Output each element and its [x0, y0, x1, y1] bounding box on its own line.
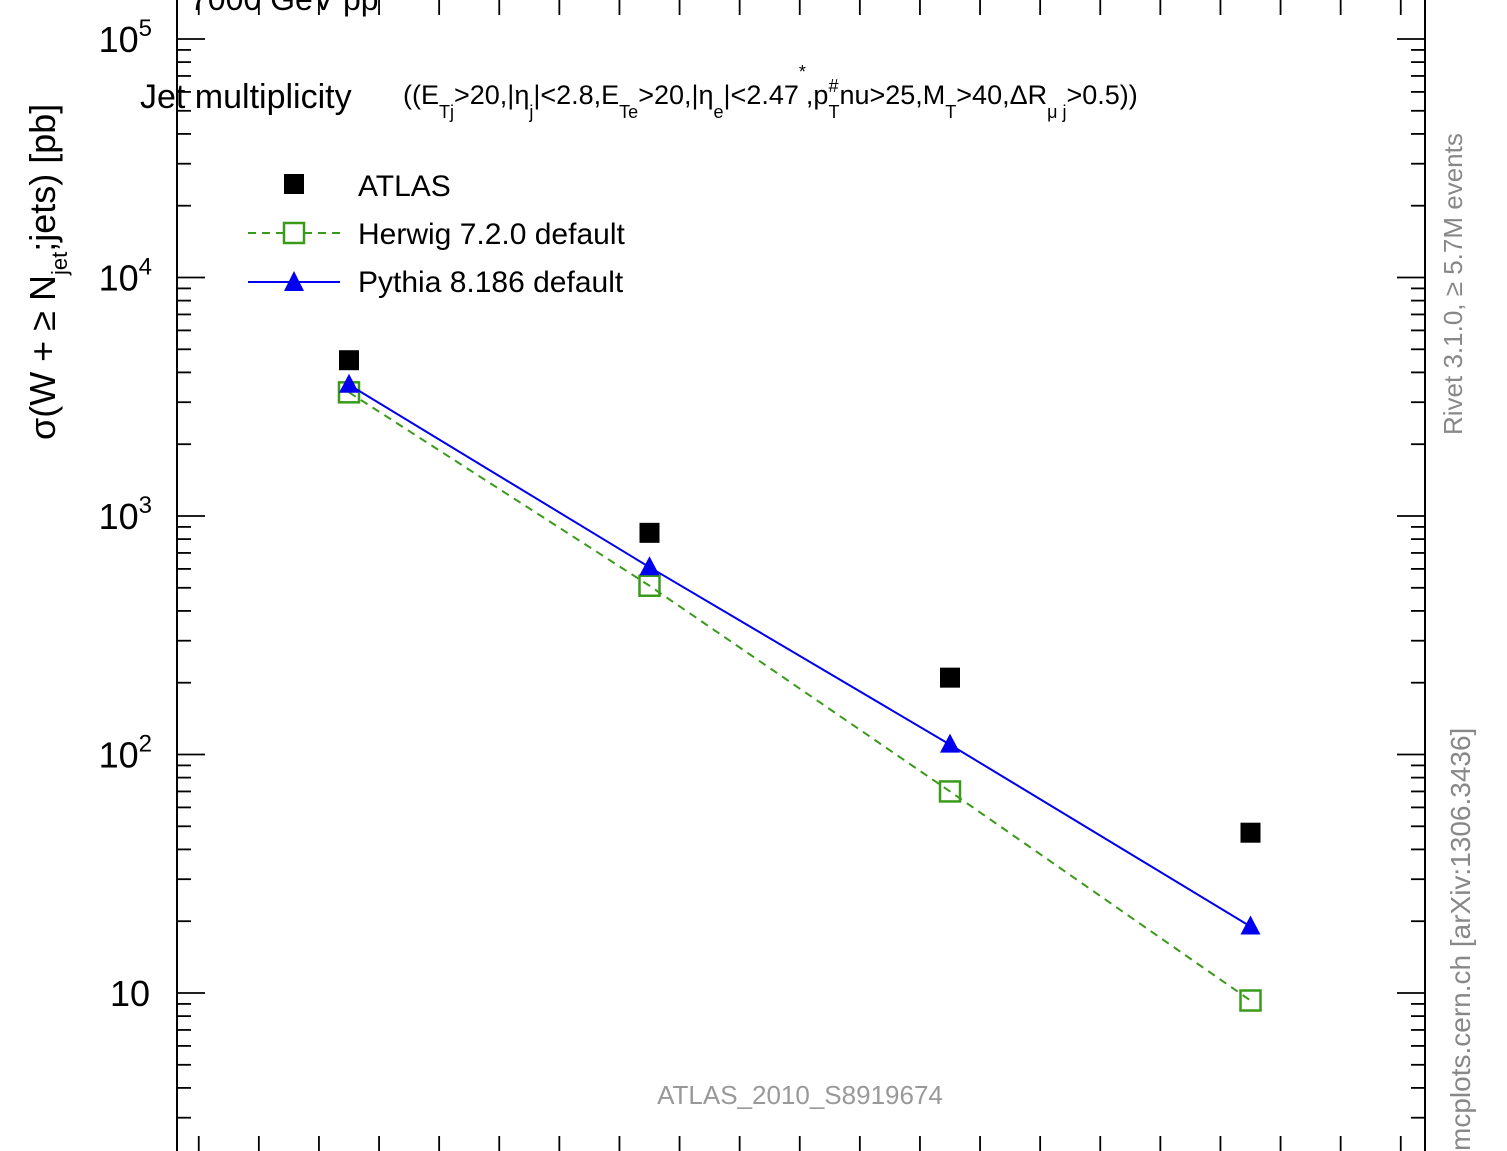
analysis-watermark: ATLAS_2010_S8919674 — [657, 1080, 943, 1110]
side-label-mcplots: mcplots.cern.ch [arXiv:1306.3436] — [1445, 728, 1476, 1151]
series-herwig — [337, 381, 1262, 1012]
chart-title: Jet multiplicity ((ETj>20,|ηj|<2.8,ETe>2… — [140, 62, 1138, 122]
header-partial: 7000 GeV pp — [190, 0, 379, 17]
legend-label-pythia: Pythia 8.186 default — [358, 266, 624, 299]
herwig-point — [638, 574, 661, 597]
legend-marker-pythia — [284, 271, 304, 291]
herwig-point — [938, 780, 962, 803]
y-tick-label: 105 — [99, 15, 152, 60]
y-axis-tick-labels: 10 102 103 104 105 — [99, 15, 152, 1014]
y-axis-title: σ(W + ≥ Njet;jets) [pb] — [22, 104, 72, 440]
pythia-point — [639, 556, 660, 576]
pythia-point — [940, 733, 960, 753]
atlas-point — [639, 522, 660, 543]
plot-frame — [176, 0, 1426, 1151]
legend-marker-herwig — [282, 221, 306, 245]
pythia-point — [1240, 915, 1261, 935]
y-tick-label: 104 — [99, 254, 152, 299]
herwig-point — [1239, 989, 1262, 1012]
y-tick-label: 103 — [99, 492, 152, 537]
chart-title-main: Jet multiplicity — [140, 78, 352, 116]
side-label-rivet: Rivet 3.1.0, ≥ 5.7M events — [1438, 133, 1468, 435]
legend: ATLAS Herwig 7.2.0 default Pythia 8.186 … — [248, 170, 625, 299]
pythia-line — [348, 383, 1252, 928]
series-atlas — [339, 350, 1261, 843]
legend-marker-atlas — [284, 174, 304, 194]
atlas-point — [339, 350, 359, 371]
series-pythia — [339, 373, 1261, 935]
pythia-point — [339, 373, 359, 393]
herwig-line — [348, 391, 1252, 1002]
atlas-point — [940, 667, 960, 688]
y-tick-label: 10 — [110, 973, 150, 1014]
legend-label-atlas: ATLAS — [358, 170, 451, 203]
y-axis-ticks — [177, 38, 1425, 1119]
svg-text:σ(W + ≥ Njet;jets) [pb]: σ(W + ≥ Njet;jets) [pb] — [22, 104, 72, 440]
chart-title-cuts: ((ETj>20,|ηj|<2.8,ETe>20,|ηe|<2.47*,p# Tn… — [403, 62, 1138, 122]
x-axis-ticks — [197, 0, 1402, 1151]
legend-label-herwig: Herwig 7.2.0 default — [358, 218, 625, 251]
y-tick-label: 102 — [99, 731, 152, 776]
atlas-point — [1240, 822, 1261, 843]
